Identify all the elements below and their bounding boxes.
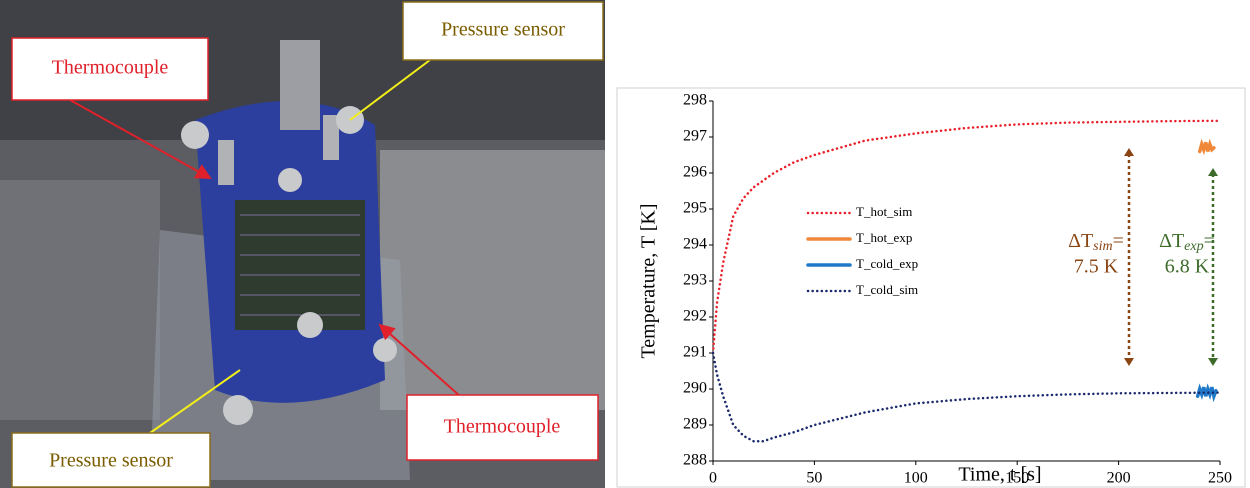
y-tick-label: 296 <box>683 164 707 181</box>
photo-label: Thermocouple <box>444 416 561 438</box>
x-tick-label: 0 <box>709 470 717 487</box>
annotation-eq: = <box>1113 230 1124 252</box>
x-tick-label: 50 <box>806 470 822 487</box>
y-tick-label: 288 <box>683 452 707 469</box>
y-tick-label: 290 <box>683 380 707 397</box>
photo-label: Pressure sensor <box>441 19 565 41</box>
x-axis-title: Time, t [s] <box>958 464 1041 486</box>
legend-label: T_hot_exp <box>856 230 912 245</box>
x-tick-label: 100 <box>904 470 928 487</box>
annotation-sub: exp <box>1184 239 1203 254</box>
annotation-value: 6.8 K <box>1165 256 1210 278</box>
figure: Thermocouple Pressure sensor Thermocoupl… <box>0 0 1250 488</box>
x-tick-label: 200 <box>1107 470 1131 487</box>
annotation-symbol: ΔT <box>1068 230 1093 252</box>
annotation-eq: = <box>1204 230 1215 252</box>
annotation-value: 7.5 K <box>1074 256 1119 278</box>
x-tick-label: 250 <box>1208 470 1232 487</box>
y-tick-label: 293 <box>683 272 707 289</box>
annotation-sub: sim <box>1093 239 1112 254</box>
y-tick-label: 297 <box>683 128 707 145</box>
photo-label: Thermocouple <box>52 57 169 79</box>
legend-label: T_cold_sim <box>856 282 918 297</box>
y-tick-label: 291 <box>683 344 707 361</box>
y-tick-label: 294 <box>683 236 707 253</box>
y-axis-title: Temperature, T [K] <box>638 203 660 358</box>
photo-label: Pressure sensor <box>49 450 173 472</box>
y-tick-label: 289 <box>683 416 707 433</box>
chart-frame <box>617 88 1245 487</box>
annotation-symbol: ΔT <box>1159 230 1184 252</box>
y-tick-label: 298 <box>683 92 707 109</box>
y-tick-label: 292 <box>683 308 707 325</box>
photo: Thermocouple Pressure sensor Thermocoupl… <box>0 0 605 488</box>
legend-label: T_cold_exp <box>856 256 918 271</box>
page: Thermocouple Pressure sensor Thermocoupl… <box>0 0 1250 488</box>
y-tick-label: 295 <box>683 200 707 217</box>
legend-label: T_hot_sim <box>856 204 912 219</box>
